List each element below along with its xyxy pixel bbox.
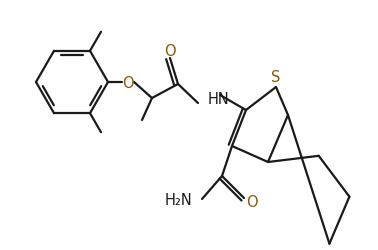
Text: S: S (271, 70, 281, 85)
Text: H₂N: H₂N (164, 193, 192, 208)
Text: O: O (246, 195, 258, 210)
Text: O: O (122, 75, 134, 90)
Text: HN: HN (208, 91, 230, 106)
Text: O: O (164, 43, 176, 58)
